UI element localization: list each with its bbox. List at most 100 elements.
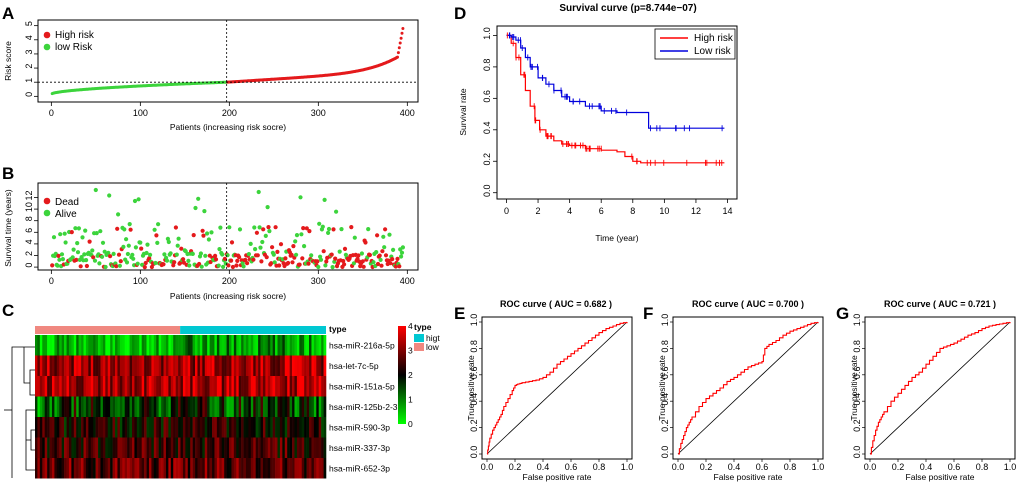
heatmap-cell: [182, 355, 186, 376]
alive-point: [332, 259, 337, 264]
panel-g-ylabel: True positive rate: [849, 355, 859, 421]
heatmap-cell: [219, 458, 223, 479]
alive-point: [124, 237, 129, 242]
heatmap-cell: [182, 437, 186, 458]
heatmap-cell: [122, 376, 126, 397]
heatmap-cell: [204, 458, 208, 479]
heatmap-cell: [250, 396, 254, 417]
dead-point: [191, 233, 196, 238]
heatmap-cell: [187, 335, 191, 356]
heatmap-cell: [173, 458, 176, 479]
dead-point: [230, 264, 235, 270]
heatmap-cell: [85, 376, 89, 397]
heatmap-cell: [141, 355, 145, 376]
km-legend-high-label: High risk: [694, 33, 734, 44]
legend-higt-swatch: [414, 334, 424, 342]
panel-b-ylabel: Survival time (years): [3, 189, 13, 267]
heatmap-cell: [294, 355, 298, 376]
heatmap-cell: [61, 376, 65, 397]
heatmap-cell: [272, 437, 276, 458]
heatmap-cell: [243, 458, 247, 479]
d-xtick-label: 12: [691, 206, 701, 216]
heatmap-cell: [262, 437, 266, 458]
heatmap-cell: [163, 335, 167, 356]
dead-point: [361, 264, 366, 269]
heatmap-cell: [299, 355, 303, 376]
heatmap-cell: [284, 458, 288, 479]
alive-point: [339, 227, 344, 232]
heatmap-cell: [202, 458, 206, 479]
heatmap-cell: [277, 458, 281, 479]
heatmap-cell: [318, 458, 322, 479]
heatmap-cell: [107, 437, 111, 458]
alive-point: [378, 257, 383, 262]
heatmap-cell: [144, 396, 147, 417]
alive-point: [272, 260, 277, 265]
heatmap-cell: [132, 355, 135, 376]
heatmap-cell: [35, 396, 38, 417]
heatmap-cell: [132, 376, 135, 397]
heatmap-cell: [190, 437, 193, 458]
heatmap-cell: [313, 417, 317, 438]
panel-e-ylabel: True positive rate: [466, 355, 476, 421]
panel-a-points: [50, 27, 405, 96]
panel-f-label: F: [643, 304, 653, 323]
heatmap-cell: [180, 335, 184, 356]
dead-point: [161, 262, 166, 267]
heatmap-cell: [287, 335, 290, 356]
dead-point: [324, 259, 329, 264]
heatmap-cell: [59, 376, 62, 397]
heatmap-cell: [83, 396, 87, 417]
alive-point: [351, 261, 356, 266]
alive-point: [216, 263, 221, 268]
heatmap-cell: [214, 396, 218, 417]
alive-point: [100, 254, 105, 259]
heatmap-cell: [115, 417, 118, 438]
alive-point: [126, 243, 131, 248]
dead-point: [172, 260, 177, 265]
alive-point: [174, 252, 179, 257]
heatmap-cell: [88, 376, 92, 397]
alive-point: [374, 250, 379, 255]
heatmap-cell: [209, 458, 213, 479]
alive-point: [202, 209, 207, 214]
dead-point: [269, 261, 274, 266]
heatmap-cell: [190, 417, 193, 438]
dead-point: [266, 225, 271, 230]
heatmap-cell: [195, 355, 198, 376]
heatmap-cell: [219, 437, 223, 458]
heatmap-cell: [66, 417, 70, 438]
heatmap-cell: [245, 417, 249, 438]
heatmap-cell: [66, 458, 70, 479]
heatmap-cell: [282, 355, 286, 376]
heatmap-cell: [175, 376, 179, 397]
b-xtick-label: 300: [311, 276, 326, 286]
legend-dead-dot: [43, 197, 51, 205]
heatmap-cell: [161, 376, 164, 397]
heatmap-cell: [301, 335, 305, 356]
heatmap-cell: [190, 335, 193, 356]
heatmap-cell: [238, 376, 242, 397]
heatmap-cell: [68, 417, 72, 438]
legend-dead-label: Dead: [55, 197, 79, 208]
heatmap-cell: [190, 376, 193, 397]
alive-point: [206, 237, 211, 242]
heatmap-cell: [81, 458, 84, 479]
heatmap-cell: [59, 458, 62, 479]
heatmap-cell: [127, 396, 130, 417]
heatmap-cell: [248, 376, 252, 397]
heatmap-cell: [110, 376, 113, 397]
alive-point: [122, 227, 127, 232]
heatmap-cell: [255, 437, 259, 458]
heatmap-cell: [202, 335, 206, 356]
heatmap-cell: [311, 437, 315, 458]
heatmap-cell: [83, 458, 87, 479]
heatmap-cell: [243, 396, 247, 417]
heatmap-cell: [83, 335, 87, 356]
heatmap-cell: [102, 376, 106, 397]
dead-point: [235, 258, 240, 263]
heatmap-cell: [304, 458, 307, 479]
heatmap-cell: [277, 437, 281, 458]
heatmap-cell: [161, 437, 164, 458]
alive-point: [106, 250, 111, 255]
